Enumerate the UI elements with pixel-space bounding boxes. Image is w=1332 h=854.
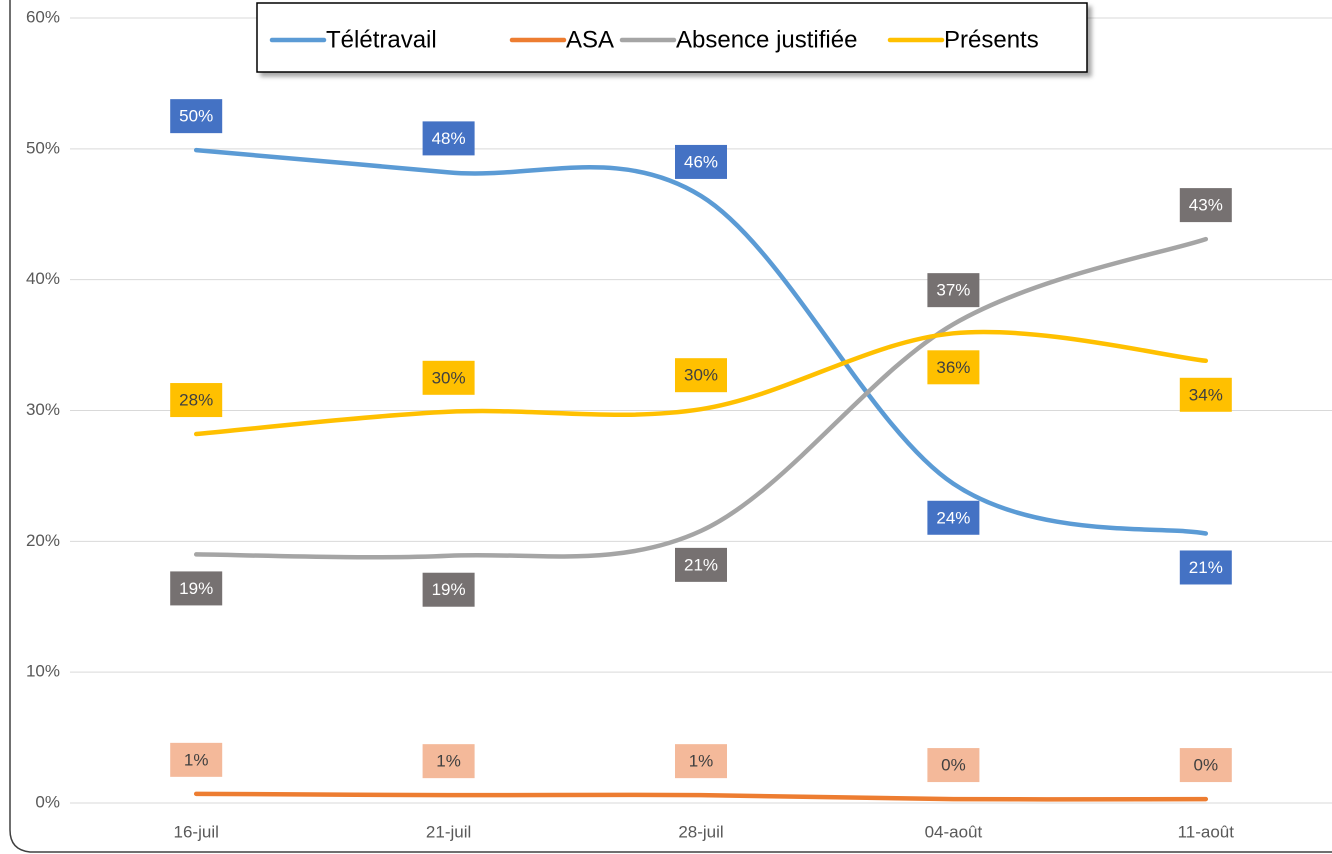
- data-label-box: [1179, 188, 1232, 223]
- legend-label: Présents: [944, 26, 1039, 53]
- y-tick-label: 60%: [26, 7, 60, 26]
- data-label-box: [675, 744, 727, 779]
- series-line: [193, 791, 1209, 802]
- data-label: 19%: [432, 580, 466, 599]
- data-label-box: [927, 350, 980, 385]
- legend-label: Télétravail: [326, 26, 437, 53]
- data-label-box: [422, 744, 475, 779]
- series-line: [193, 236, 1209, 560]
- data-label-box: [675, 547, 727, 582]
- data-label: 21%: [684, 555, 718, 574]
- data-label: 36%: [936, 358, 970, 377]
- data-label: 28%: [179, 391, 213, 410]
- x-tick-label: 28-juil: [678, 822, 723, 841]
- data-label: 21%: [1189, 558, 1223, 577]
- data-label: 0%: [1194, 756, 1219, 775]
- data-label-box: [927, 748, 980, 783]
- data-label-box: [1179, 377, 1232, 412]
- data-label: 34%: [1189, 385, 1223, 404]
- data-label-box: [170, 742, 223, 777]
- data-label: 43%: [1189, 196, 1223, 215]
- data-label: 1%: [436, 752, 461, 771]
- series-line: [193, 147, 1209, 536]
- data-label-box: [422, 572, 475, 607]
- data-label-box: [1179, 748, 1232, 783]
- data-label-box: [422, 360, 475, 395]
- x-tick-label: 21-juil: [426, 822, 471, 841]
- data-label: 37%: [936, 281, 970, 300]
- legend: Télétravail ASA Absence justifiée Présents: [256, 2, 1088, 73]
- data-label-box: [1179, 550, 1232, 585]
- y-tick-label: 20%: [26, 531, 60, 550]
- data-label-box: [675, 358, 727, 393]
- legend-label: Absence justifiée: [676, 26, 857, 53]
- data-label: 1%: [689, 752, 714, 771]
- x-tick-label: 11-août: [1178, 822, 1235, 841]
- y-tick-label: 50%: [26, 138, 60, 157]
- data-label-box: [422, 121, 475, 156]
- data-label-box: [675, 144, 727, 179]
- data-label: 24%: [936, 508, 970, 527]
- data-label: 48%: [432, 129, 466, 148]
- y-tick-label: 10%: [26, 662, 60, 681]
- y-tick-label: 30%: [26, 400, 60, 419]
- data-label: 0%: [941, 756, 966, 775]
- data-label-box: [927, 500, 980, 535]
- data-label: 50%: [179, 107, 213, 126]
- data-label-box: [927, 273, 980, 308]
- x-tick-label: 16-juil: [174, 822, 219, 841]
- series-line: [193, 329, 1209, 437]
- data-label: 30%: [432, 368, 466, 387]
- x-tick-label: 04-août: [925, 822, 983, 841]
- legend-box: [256, 2, 1088, 73]
- y-tick-label: 40%: [26, 269, 60, 288]
- data-label: 19%: [179, 579, 213, 598]
- data-label-box: [170, 383, 223, 418]
- legend-label: ASA: [566, 26, 614, 53]
- data-label-box: [170, 571, 223, 606]
- data-label-box: [170, 99, 223, 134]
- data-label: 30%: [684, 366, 718, 385]
- data-label: 46%: [684, 152, 718, 171]
- y-tick-label: 0%: [35, 792, 60, 811]
- data-label: 1%: [184, 750, 209, 769]
- frame: [9, 0, 1332, 853]
